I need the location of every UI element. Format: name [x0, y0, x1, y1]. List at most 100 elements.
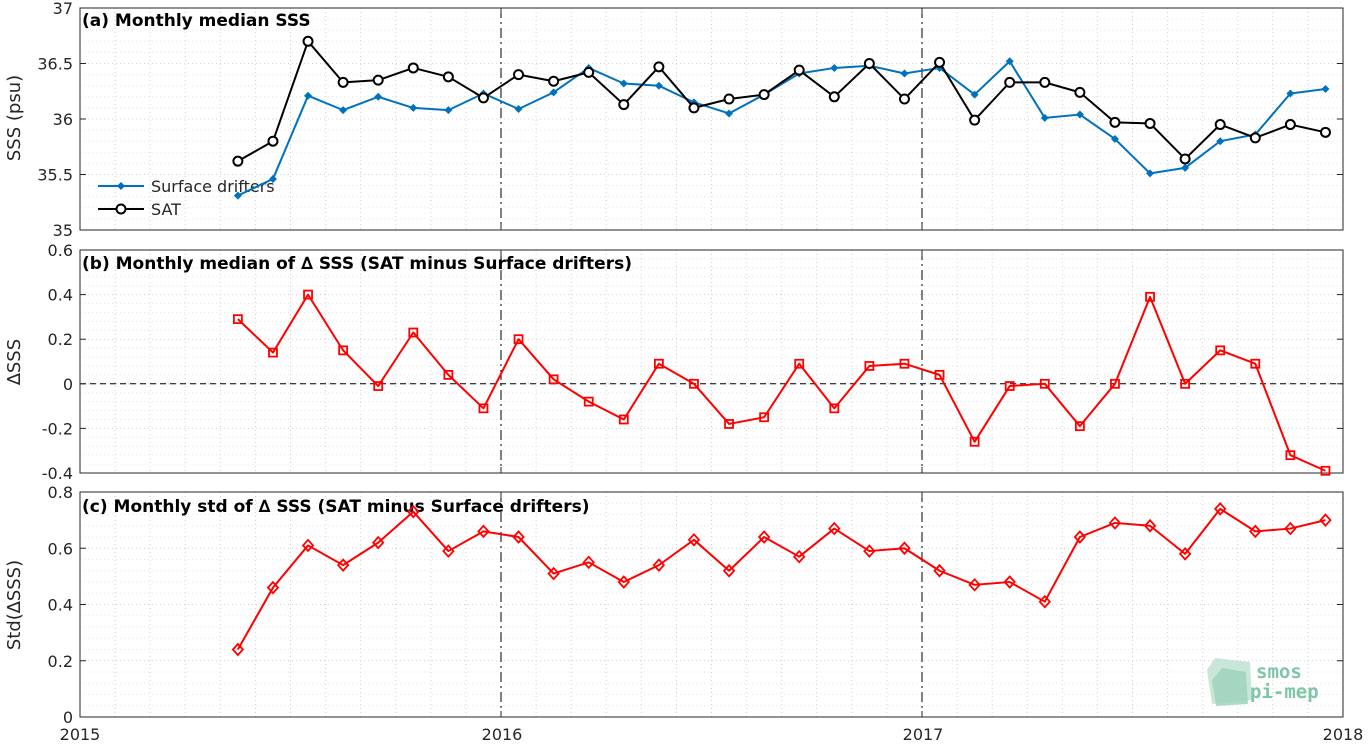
data-point — [617, 575, 631, 589]
data-point — [303, 289, 313, 300]
data-point — [267, 135, 279, 147]
data-point — [1320, 465, 1331, 476]
legend-sat-marker — [115, 203, 127, 215]
data-point — [232, 155, 244, 167]
series-delta-sss — [232, 289, 1331, 476]
data-point — [582, 555, 595, 570]
data-point — [268, 174, 277, 183]
data-point — [1215, 345, 1226, 356]
data-point — [1216, 137, 1225, 146]
data-point — [478, 403, 489, 414]
x-tick-label: 2018 — [1323, 725, 1364, 744]
data-point — [266, 580, 280, 595]
data-point — [969, 114, 981, 126]
x-tick-label: 2017 — [903, 725, 944, 744]
data-point — [652, 558, 666, 572]
data-point — [793, 64, 805, 76]
series-line — [237, 507, 1326, 650]
data-point — [1284, 521, 1297, 536]
data-point — [477, 524, 490, 539]
y-tick-label: 0.6 — [48, 539, 73, 558]
data-point — [1249, 132, 1261, 144]
data-point — [863, 58, 875, 69]
data-point — [794, 358, 805, 369]
data-point — [1004, 76, 1016, 88]
logo-waves-icon — [1212, 668, 1248, 706]
data-point — [969, 436, 980, 447]
data-point — [1286, 89, 1295, 98]
data-point — [1213, 502, 1227, 516]
panel-median-delta-sss: (b) Monthly median of ∆ SSS (SAT minus S… — [4, 241, 1344, 483]
data-point — [443, 369, 454, 380]
y-tick-label: 36 — [53, 110, 73, 129]
data-point — [338, 345, 349, 356]
smos-pimep-logo: smos pi-mep — [1207, 658, 1319, 706]
data-point — [1285, 450, 1296, 461]
data-point — [513, 334, 524, 345]
data-point — [828, 521, 841, 536]
data-point — [1003, 575, 1016, 589]
data-point — [934, 56, 946, 68]
series-line — [237, 60, 1326, 197]
data-point — [618, 414, 629, 425]
series-line — [237, 40, 1326, 163]
y-tick-label: 36.5 — [37, 55, 73, 74]
y-tick-label: 0.4 — [48, 596, 73, 615]
data-point — [408, 327, 419, 338]
data-point — [722, 563, 736, 578]
data-point — [477, 92, 489, 104]
data-point — [1040, 113, 1049, 122]
data-point — [1108, 516, 1122, 530]
y-tick-label: -0.2 — [42, 419, 73, 438]
data-point — [1146, 169, 1155, 178]
data-point — [514, 105, 523, 114]
data-point — [373, 381, 384, 391]
data-point — [757, 530, 771, 544]
data-point — [1181, 163, 1190, 172]
legend-drifters-marker — [117, 182, 125, 190]
data-point — [1143, 518, 1157, 533]
y-tick-label: 0.2 — [48, 652, 73, 671]
series-delta-sss — [231, 502, 1332, 657]
legend-drifters-label: Surface drifters — [151, 177, 275, 196]
data-point — [688, 102, 700, 114]
data-point — [1319, 513, 1332, 527]
data-point — [830, 63, 839, 72]
data-point — [1145, 291, 1155, 302]
data-point — [1039, 76, 1051, 88]
data-point — [723, 93, 735, 105]
data-point — [898, 93, 910, 105]
axes-frame — [79, 249, 1344, 474]
panel-b-ylabel: ∆SSS — [4, 339, 25, 386]
logo-text-smos: smos — [1256, 661, 1302, 683]
data-point — [1321, 85, 1330, 94]
panel-std-delta-sss: (c) Monthly std of ∆ SSS (SAT minus Surf… — [4, 483, 1344, 727]
panel-monthly-median-sss: (a) Monthly median SSS SSS (psu) Surface… — [4, 0, 1344, 240]
data-point — [1180, 378, 1191, 389]
data-point — [1144, 117, 1156, 129]
y-tick-label: 0.6 — [48, 241, 73, 260]
data-point — [442, 544, 455, 558]
data-point — [548, 75, 560, 87]
data-point — [302, 35, 314, 47]
data-point — [619, 79, 628, 88]
data-point — [1074, 421, 1085, 432]
panel-b-title: (b) Monthly median of ∆ SSS (SAT minus S… — [82, 254, 632, 274]
legend: Surface drifters SAT — [98, 177, 275, 219]
plot-area — [79, 249, 1344, 474]
y-tick-label: 0 — [63, 708, 73, 727]
plot-background — [80, 250, 1343, 473]
data-point — [336, 558, 350, 572]
data-point — [1249, 524, 1262, 539]
data-point — [653, 358, 664, 369]
data-point — [829, 403, 840, 414]
data-point — [864, 361, 875, 371]
data-point — [409, 103, 418, 112]
series-surface-drifters — [233, 57, 1330, 200]
x-tick-label: 2015 — [60, 725, 101, 744]
data-point — [654, 81, 663, 90]
logo-text-pimep: pi-mep — [1250, 681, 1319, 703]
x-axis-tick-labels: 2015 2016 2017 2018 — [60, 725, 1364, 744]
data-point — [1110, 134, 1119, 143]
